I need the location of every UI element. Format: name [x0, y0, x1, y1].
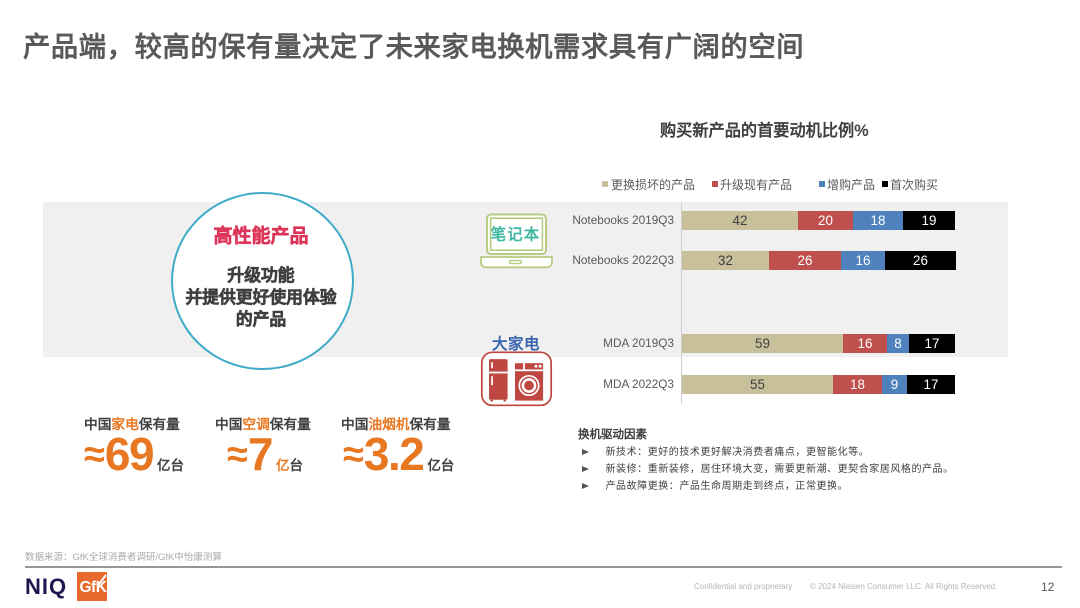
svg-text:笔记本: 笔记本 [491, 226, 541, 244]
